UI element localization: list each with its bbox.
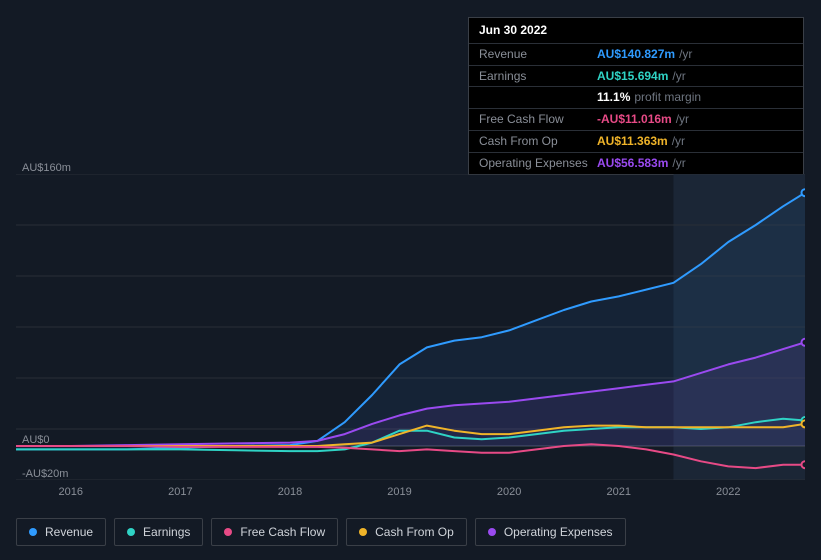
tooltip-row: Operating ExpensesAU$56.583m/yr: [469, 152, 803, 174]
legend-dot-icon: [29, 528, 37, 536]
legend-label: Free Cash Flow: [240, 525, 325, 539]
legend-dot-icon: [488, 528, 496, 536]
tooltip-unit: /yr: [672, 156, 685, 170]
legend-label: Revenue: [45, 525, 93, 539]
legend-item-revenue[interactable]: Revenue: [16, 518, 106, 546]
legend-item-cfo[interactable]: Cash From Op: [346, 518, 467, 546]
opex-end-marker: [802, 339, 806, 346]
tooltip-unit: /yr: [672, 134, 685, 148]
tooltip-value: AU$11.363m: [597, 134, 668, 148]
root: Jun 30 2022 RevenueAU$140.827m/yrEarning…: [0, 0, 821, 560]
legend-item-earnings[interactable]: Earnings: [114, 518, 203, 546]
tooltip-value: AU$15.694m: [597, 69, 668, 83]
financials-chart[interactable]: [16, 174, 805, 480]
tooltip-label: Cash From Op: [479, 133, 597, 150]
revenue-end-marker: [802, 189, 806, 196]
tooltip-row: Cash From OpAU$11.363m/yr: [469, 130, 803, 152]
tooltip-value: 11.1%: [597, 90, 630, 104]
x-axis-label: 2016: [59, 486, 83, 498]
x-axis-label: 2018: [278, 486, 302, 498]
tooltip-unit: /yr: [679, 47, 692, 61]
tooltip-row: RevenueAU$140.827m/yr: [469, 43, 803, 65]
tooltip-label: [479, 89, 597, 106]
legend-dot-icon: [359, 528, 367, 536]
x-axis-label: 2020: [497, 486, 521, 498]
tooltip-row: 11.1% profit margin: [469, 86, 803, 108]
chart-tooltip: Jun 30 2022 RevenueAU$140.827m/yrEarning…: [468, 17, 804, 175]
legend-item-fcf[interactable]: Free Cash Flow: [211, 518, 338, 546]
tooltip-unit: /yr: [676, 112, 689, 126]
tooltip-label: Operating Expenses: [479, 155, 597, 172]
tooltip-row: Free Cash Flow-AU$11.016m/yr: [469, 108, 803, 130]
x-axis-label: 2019: [387, 486, 411, 498]
x-axis-label: 2022: [716, 486, 740, 498]
legend-label: Earnings: [143, 525, 190, 539]
tooltip-label: Free Cash Flow: [479, 111, 597, 128]
legend-label: Cash From Op: [375, 525, 454, 539]
x-axis-label: 2017: [168, 486, 192, 498]
tooltip-unit: /yr: [672, 69, 685, 83]
legend-dot-icon: [224, 528, 232, 536]
tooltip-label: Earnings: [479, 68, 597, 85]
x-axis-label: 2021: [606, 486, 630, 498]
tooltip-value: -AU$11.016m: [597, 112, 672, 126]
x-axis: 2016 2017 2018 2019 2020 2021 2022: [16, 486, 805, 502]
tooltip-value: AU$56.583m: [597, 156, 668, 170]
legend-dot-icon: [127, 528, 135, 536]
chart-legend: Revenue Earnings Free Cash Flow Cash From O…: [16, 518, 626, 546]
tooltip-row: EarningsAU$15.694m/yr: [469, 65, 803, 87]
fcf-end-marker: [802, 461, 806, 468]
tooltip-unit: profit margin: [634, 90, 701, 104]
tooltip-value: AU$140.827m: [597, 47, 675, 61]
tooltip-date: Jun 30 2022: [469, 18, 803, 43]
tooltip-label: Revenue: [479, 46, 597, 63]
legend-item-opex[interactable]: Operating Expenses: [475, 518, 626, 546]
legend-label: Operating Expenses: [504, 525, 613, 539]
y-axis-label: AU$160m: [22, 162, 71, 174]
cfo-end-marker: [802, 420, 806, 427]
